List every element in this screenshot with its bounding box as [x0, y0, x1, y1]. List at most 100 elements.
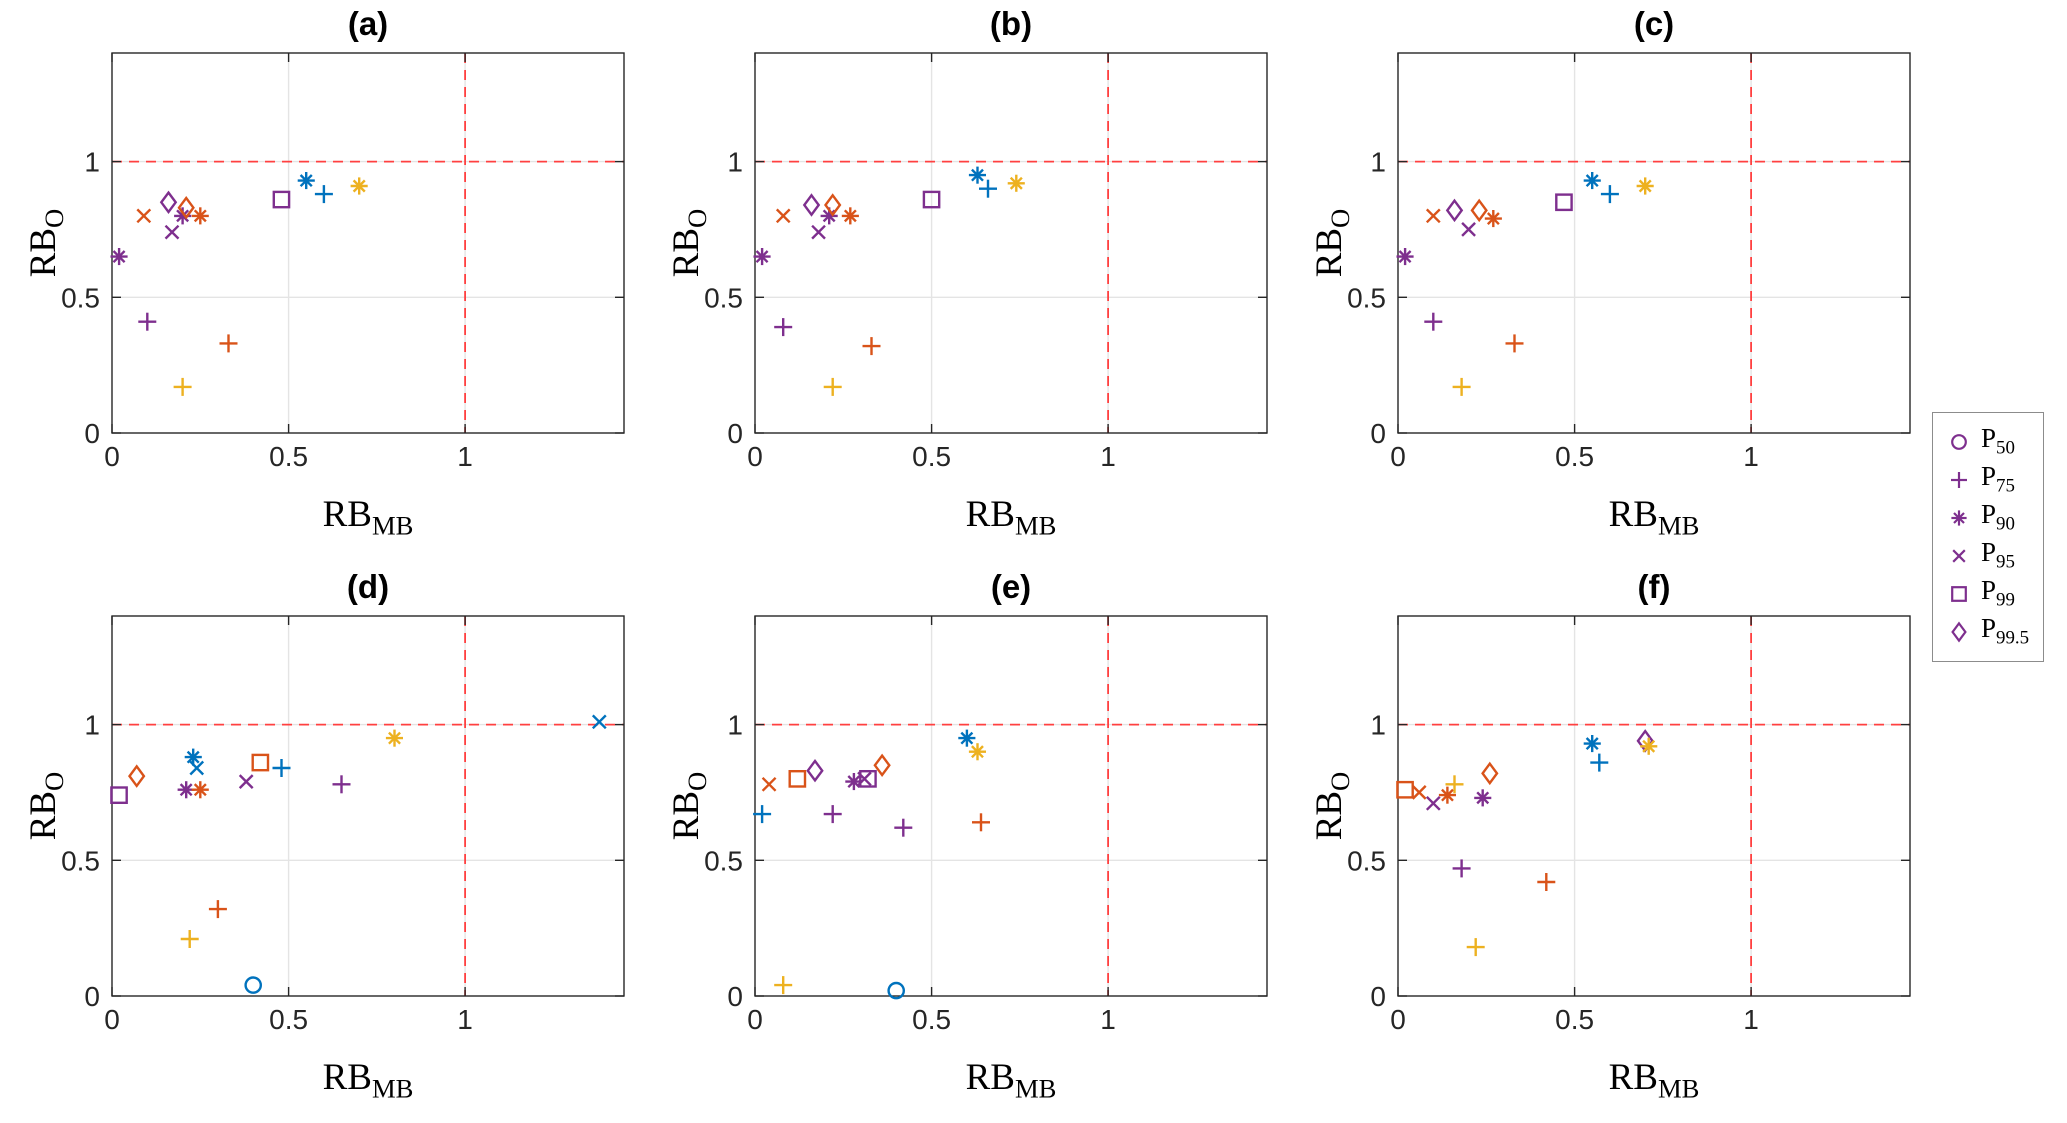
data-point-diamond: [806, 758, 824, 783]
y-tick-label: 1: [1370, 710, 1386, 741]
data-point-diamond: [128, 764, 146, 788]
legend-marker-plus-icon: [1951, 472, 1967, 488]
x-tick-label: 0.5: [1555, 1004, 1594, 1035]
data-point-plus: [208, 900, 227, 919]
data-point-square: [922, 190, 941, 209]
x-axis-label-sub: MB: [371, 510, 414, 541]
data-point-plus: [774, 976, 793, 995]
y-tick-label: 0: [84, 981, 100, 1012]
axes-box: [1397, 52, 1911, 434]
y-tick-label: 1: [1370, 147, 1386, 178]
data-point-diamond: [824, 193, 842, 217]
data-point-diamond: [802, 193, 821, 217]
x-axis-label: RBMB: [755, 493, 1267, 541]
plot-area-a: 0 0.5 1 0 0.5 1: [61, 52, 625, 472]
data-point-x: [775, 208, 791, 224]
x-tick-label: 0: [747, 441, 763, 472]
panel-a: (a) RBO 0 0.5 1 0 0.5 1 RBMB: [12, 5, 652, 550]
x-axis-label: RBMB: [112, 1056, 624, 1104]
legend-item-label: P95: [1981, 537, 2015, 573]
data-point-plus: [180, 930, 199, 948]
panel-title: (a): [347, 5, 389, 42]
data-point-plus: [1445, 775, 1464, 794]
data-point-x: [1461, 222, 1476, 237]
data-point-square: [272, 190, 291, 209]
legend-marker-asterisk-icon: [1951, 510, 1967, 526]
y-tick-label: 0.5: [704, 845, 743, 876]
data-point-plus: [138, 312, 157, 331]
x-tick-label: 1: [457, 1004, 473, 1035]
y-tick-label: 1: [84, 710, 100, 741]
legend-item: P90: [1941, 499, 2029, 537]
y-tick-label: 0.5: [61, 282, 100, 313]
data-point-asterisk: [191, 207, 209, 225]
data-point-plus: [823, 377, 842, 396]
data-point-diamond: [1470, 198, 1488, 223]
data-point-plus: [1505, 334, 1524, 353]
legend-item-label: P99.5: [1981, 613, 2030, 649]
legend-marker-square-icon: [1951, 586, 1967, 602]
x-tick-label: 0: [747, 1004, 763, 1035]
x-tick-label: 0.5: [1555, 441, 1594, 472]
data-point-plus: [1537, 873, 1556, 891]
data-point-asterisk: [297, 172, 315, 190]
y-tick-label: 0: [1370, 981, 1386, 1012]
data-point-asterisk: [1636, 177, 1654, 195]
x-axis-label-text: RB: [1608, 1057, 1658, 1098]
legend-item: P50: [1941, 423, 2029, 461]
panel-title: (b): [989, 5, 1033, 42]
legend-marker-x-icon: [1952, 549, 1966, 563]
x-tick-label: 0.5: [912, 441, 951, 472]
x-tick-label: 1: [1100, 1004, 1116, 1035]
axes-box: [754, 615, 1268, 997]
data-point-square: [1396, 780, 1414, 799]
data-point-square: [1555, 193, 1573, 212]
data-point-asterisk: [753, 248, 771, 266]
data-point-diamond: [159, 190, 178, 215]
data-point-asterisk: [110, 248, 128, 266]
data-point-plus: [272, 759, 291, 777]
x-axis-label-text: RB: [322, 1057, 372, 1098]
data-point-asterisk: [820, 207, 838, 225]
y-tick-label: 1: [84, 147, 100, 178]
x-axis-label-sub: MB: [1657, 1073, 1700, 1104]
y-tick-label: 0: [727, 981, 743, 1012]
x-tick-label: 0: [104, 441, 120, 472]
panel-title: (d): [346, 568, 390, 605]
y-tick-label: 0.5: [1347, 845, 1386, 876]
data-point-asterisk: [841, 207, 859, 225]
data-point-diamond: [1481, 761, 1499, 786]
x-tick-label: 0: [1390, 1004, 1406, 1035]
legend-item-label: P75: [1981, 461, 2015, 497]
data-point-x: [238, 774, 254, 789]
x-tick-label: 1: [1743, 441, 1759, 472]
data-point-plus: [1452, 859, 1471, 878]
legend-item: P99: [1941, 575, 2029, 613]
panel-d: (d) RBO 0 0.5 1 0 0.5 1 RBMB: [12, 568, 652, 1113]
plot-area-e: 0 0.5 1 0 0.5 1: [704, 615, 1268, 1035]
x-axis-label-text: RB: [322, 494, 372, 535]
legend-marker-diamond-icon: [1951, 621, 1967, 643]
legend-item: P75: [1941, 461, 2029, 499]
data-point-asterisk: [958, 729, 976, 747]
marker-x: [1952, 549, 1966, 563]
data-point-asterisk: [1484, 210, 1502, 228]
data-point-asterisk: [968, 166, 986, 184]
plot-area-b: 0 0.5 1 0 0.5 1: [704, 52, 1268, 472]
data-point-asterisk: [1583, 735, 1601, 753]
data-point-x: [164, 224, 180, 240]
x-tick-label: 0.5: [269, 1004, 308, 1035]
x-tick-label: 0.5: [269, 441, 308, 472]
x-tick-label: 0: [1390, 441, 1406, 472]
data-point-x: [591, 714, 607, 730]
data-point-asterisk: [385, 729, 403, 747]
axes-box: [1397, 615, 1911, 997]
data-point-circle: [244, 976, 262, 994]
plot-area-f: 0 0.5 1 0 0.5 1: [1347, 615, 1911, 1035]
panel-title: (f): [1637, 568, 1671, 605]
panel-e: (e) RBO 0 0.5 1 0 0.5 1 RBMB: [655, 568, 1295, 1113]
legend-item: P95: [1941, 537, 2029, 575]
data-point-asterisk: [1438, 786, 1456, 804]
data-point-plus: [219, 334, 238, 353]
x-axis-label-sub: MB: [1014, 510, 1057, 541]
